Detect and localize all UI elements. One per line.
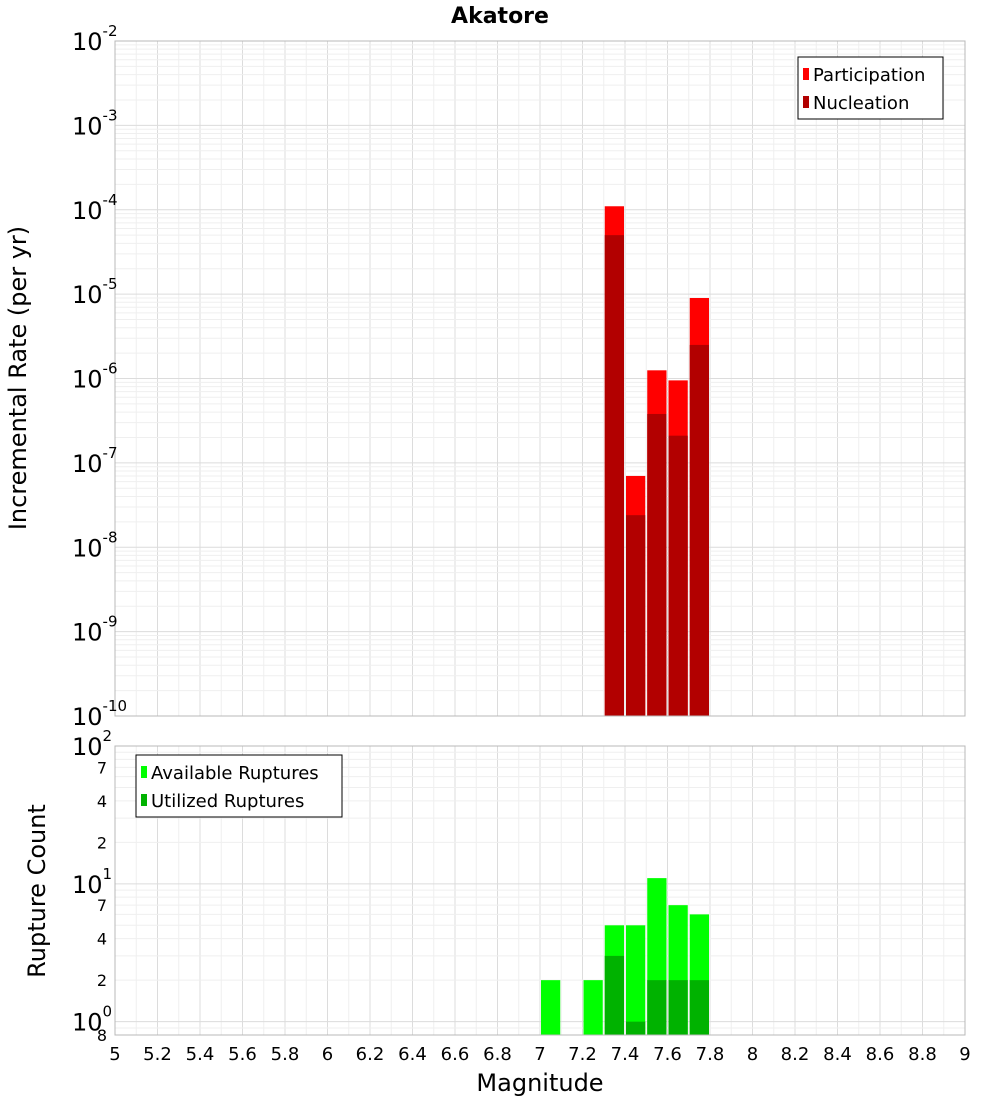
bottom-y-ticks: 102 101 100 7 4 2 7 4 2 8 [72,727,112,1045]
x-tick-label: 8.6 [866,1044,895,1065]
x-tick-label: 7.6 [653,1044,682,1065]
bar-available-ruptures [583,980,603,1035]
legend-box [797,56,944,120]
x-tick-label: 7 [534,1044,545,1065]
top-y-ticks: 10-2 10-3 10-4 10-5 10-6 10-7 10-8 10-9 10-10 [72,22,127,731]
bottom-y-axis-label: Rupture Count [23,804,51,978]
legend-label: Nucleation [813,93,909,114]
top-bars [604,206,709,716]
bottom-legend: Available Ruptures Utilized Ruptures [135,754,343,818]
bar-nucleation [604,235,624,716]
bar-utilized-ruptures [647,980,667,1035]
bar-utilized-ruptures [689,980,709,1035]
bar-available-ruptures [626,925,646,1035]
top-grid [114,41,966,717]
x-tick-label: 6.4 [398,1044,427,1065]
bottom-bars [541,878,709,1035]
x-tick-label: 6 [322,1044,333,1065]
legend-swatch [803,96,809,108]
y-minor-tick-label: 2 [97,833,107,852]
top-legend: Participation Nucleation [797,56,944,120]
x-tick-label: 8.8 [908,1044,937,1065]
x-tick-label: 5.6 [228,1044,257,1065]
bottom-plot-frame [114,745,966,1036]
bottom-plot: 102 101 100 7 4 2 7 4 2 8 Rupture Count Available… [23,727,971,1097]
x-tick-label: 5 [109,1044,120,1065]
legend-label: Participation [813,65,925,86]
legend-swatch [803,68,809,80]
legend-box [135,754,343,818]
y-tick-label: 102 [72,727,112,761]
y-tick-label: 10-5 [72,275,118,309]
x-tick-label: 5.4 [186,1044,215,1065]
y-tick-label: 10-7 [72,444,118,478]
x-tick-label: 7.4 [611,1044,640,1065]
y-tick-label: 100 [72,1003,112,1037]
bottom-grid [114,746,966,1036]
x-ticks: 5 5.2 5.4 5.6 5.8 6 6.2 6.4 6.6 6.8 7 7.2 7.4 7.6 7.8 8… [109,1044,970,1065]
top-plot: 10-2 10-3 10-4 10-5 10-6 10-7 10-8 10-9 10-10 In… [4,22,966,731]
legend-swatch [141,794,147,806]
bar-utilized-ruptures [626,1021,646,1035]
y-tick-label: 10-8 [72,528,118,562]
bar-utilized-ruptures [604,955,624,1035]
bar-utilized-ruptures [668,980,688,1035]
x-tick-label: 7.2 [568,1044,597,1065]
y-tick-label: 10-6 [72,360,118,394]
legend-label: Utilized Ruptures [151,791,304,812]
x-tick-label: 8 [747,1044,758,1065]
y-minor-tick-label: 8 [97,1026,107,1045]
y-tick-label: 101 [72,865,112,899]
bar-nucleation [668,435,688,716]
y-tick-label: 10-9 [72,613,118,647]
y-tick-label: 10-4 [72,191,118,225]
top-plot-frame [114,40,966,717]
y-minor-tick-label: 2 [97,971,107,990]
x-tick-label: 9 [959,1044,970,1065]
x-tick-label: 5.2 [143,1044,172,1065]
x-tick-label: 6.8 [483,1044,512,1065]
y-tick-label: 10-3 [72,106,118,140]
chart-title: Akatore [451,4,549,29]
x-tick-label: 8.4 [823,1044,852,1065]
y-tick-label: 10-10 [72,697,127,731]
x-axis-label: Magnitude [476,1069,603,1097]
y-minor-tick-label: 4 [97,792,107,811]
y-minor-tick-label: 7 [97,758,107,777]
bar-nucleation [689,344,709,716]
legend-swatch [141,766,147,778]
top-y-axis-label: Incremental Rate (per yr) [4,226,32,530]
y-minor-tick-label: 4 [97,930,107,949]
x-tick-label: 6.6 [441,1044,470,1065]
x-tick-label: 5.8 [271,1044,300,1065]
bar-nucleation [626,515,646,716]
x-tick-label: 7.8 [696,1044,725,1065]
y-minor-tick-label: 7 [97,896,107,915]
y-tick-label: 10-2 [72,22,118,56]
x-tick-label: 6.2 [356,1044,385,1065]
x-tick-label: 8.2 [781,1044,810,1065]
bar-available-ruptures [541,980,561,1035]
bar-nucleation [647,413,667,716]
legend-label: Available Ruptures [151,763,319,784]
